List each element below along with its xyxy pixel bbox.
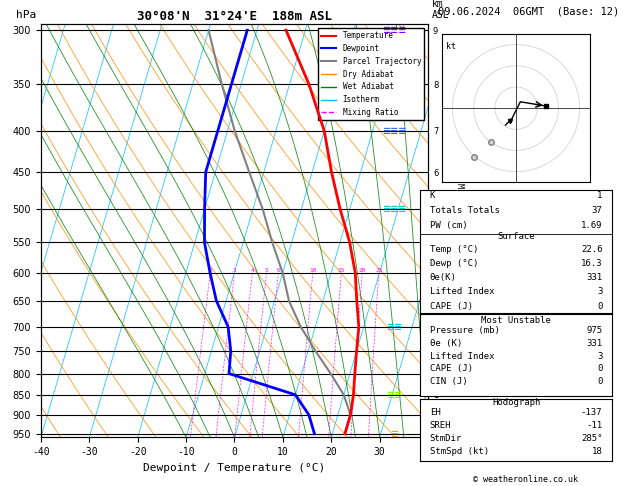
Text: Lifted Index: Lifted Index — [430, 351, 494, 361]
Text: Surface: Surface — [498, 232, 535, 241]
Text: 3: 3 — [597, 287, 603, 296]
Text: 5: 5 — [265, 268, 269, 273]
Text: 1: 1 — [597, 191, 603, 200]
Text: 0: 0 — [597, 316, 603, 325]
Text: 331: 331 — [586, 339, 603, 348]
Text: 975: 975 — [586, 326, 603, 335]
Text: hPa: hPa — [16, 10, 36, 20]
Text: CIN (J): CIN (J) — [430, 316, 467, 325]
Text: 6: 6 — [277, 268, 281, 273]
Text: 20: 20 — [359, 268, 366, 273]
Text: 18: 18 — [592, 447, 603, 456]
Text: 0: 0 — [597, 377, 603, 386]
Text: EH: EH — [430, 408, 440, 417]
Text: 3: 3 — [597, 351, 603, 361]
Text: 10: 10 — [309, 268, 316, 273]
Text: Temp (°C): Temp (°C) — [430, 244, 478, 254]
X-axis label: Dewpoint / Temperature (°C): Dewpoint / Temperature (°C) — [143, 463, 326, 473]
Text: 0: 0 — [597, 301, 603, 311]
Text: StmDir: StmDir — [430, 434, 462, 443]
Text: -137: -137 — [581, 408, 603, 417]
Text: StmSpd (kt): StmSpd (kt) — [430, 447, 489, 456]
Text: CAPE (J): CAPE (J) — [430, 301, 473, 311]
Text: SREH: SREH — [430, 421, 451, 430]
Text: CIN (J): CIN (J) — [430, 377, 467, 386]
Text: ≡≡≡: ≡≡≡ — [383, 126, 407, 136]
Text: Hodograph: Hodograph — [492, 398, 540, 407]
Text: 15: 15 — [338, 268, 345, 273]
Text: Most Unstable: Most Unstable — [481, 315, 551, 325]
Text: 285°: 285° — [581, 434, 603, 443]
Text: ≡≡: ≡≡ — [387, 322, 403, 332]
Text: 4: 4 — [250, 268, 254, 273]
Text: kt: kt — [446, 42, 456, 51]
Text: θe (K): θe (K) — [430, 339, 462, 348]
Text: Dewp (°C): Dewp (°C) — [430, 259, 478, 268]
Text: km
ASL: km ASL — [432, 0, 450, 20]
Legend: Temperature, Dewpoint, Parcel Trajectory, Dry Adiabat, Wet Adiabat, Isotherm, Mi: Temperature, Dewpoint, Parcel Trajectory… — [318, 28, 424, 120]
Text: 22.6: 22.6 — [581, 244, 603, 254]
Text: 2: 2 — [208, 268, 212, 273]
Text: K: K — [430, 191, 435, 200]
Text: CAPE (J): CAPE (J) — [430, 364, 473, 373]
Text: 0: 0 — [597, 364, 603, 373]
Text: 09.06.2024  06GMT  (Base: 12): 09.06.2024 06GMT (Base: 12) — [438, 6, 619, 16]
Text: -11: -11 — [586, 421, 603, 430]
Text: Pressure (mb): Pressure (mb) — [430, 326, 499, 335]
Text: 37: 37 — [592, 206, 603, 215]
Y-axis label: Mixing Ratio (g/kg): Mixing Ratio (g/kg) — [455, 183, 464, 278]
Text: © weatheronline.co.uk: © weatheronline.co.uk — [473, 474, 577, 484]
Text: 25: 25 — [375, 268, 382, 273]
Text: Lifted Index: Lifted Index — [430, 287, 494, 296]
Text: 16.3: 16.3 — [581, 259, 603, 268]
Text: PW (cm): PW (cm) — [430, 221, 467, 230]
Text: 1.69: 1.69 — [581, 221, 603, 230]
Text: ≡≡: ≡≡ — [387, 390, 403, 400]
Text: ≡: ≡ — [391, 429, 399, 439]
Text: ≡≡≡: ≡≡≡ — [383, 204, 407, 214]
Text: 3: 3 — [233, 268, 237, 273]
Text: 331: 331 — [586, 273, 603, 282]
Text: ≡≡≡: ≡≡≡ — [383, 25, 407, 35]
Text: θe(K): θe(K) — [430, 273, 457, 282]
Text: Totals Totals: Totals Totals — [430, 206, 499, 215]
Title: 30°08'N  31°24'E  188m ASL: 30°08'N 31°24'E 188m ASL — [137, 10, 332, 23]
